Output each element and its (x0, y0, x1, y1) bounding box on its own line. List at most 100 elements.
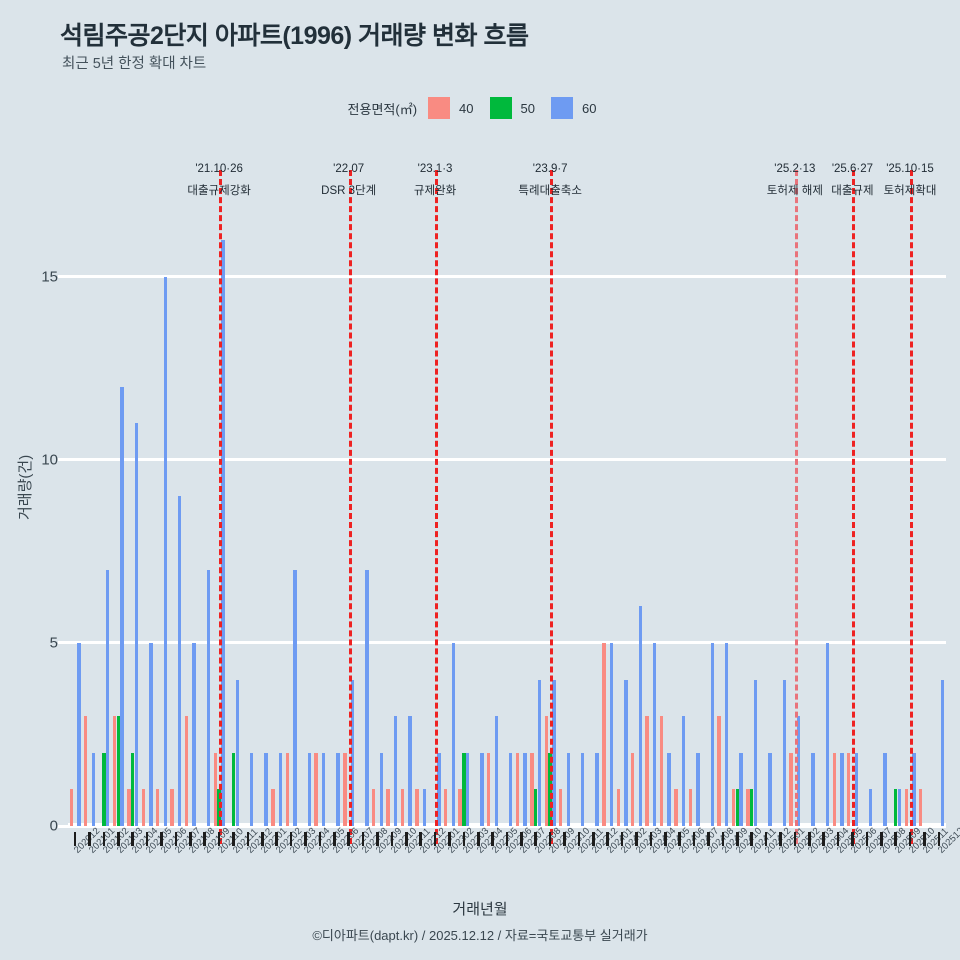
bar[interactable] (120, 386, 124, 826)
bar[interactable] (631, 752, 635, 826)
bar[interactable] (415, 789, 419, 826)
bar[interactable] (437, 752, 441, 826)
bar[interactable] (458, 789, 462, 826)
bar[interactable] (846, 752, 851, 826)
bar[interactable] (768, 752, 772, 826)
bar[interactable] (811, 752, 815, 826)
bar[interactable] (178, 496, 182, 826)
bar[interactable] (940, 679, 945, 826)
bar[interactable] (552, 679, 556, 826)
bar[interactable] (462, 752, 466, 826)
bar[interactable] (314, 752, 318, 826)
bar[interactable] (221, 240, 225, 826)
bar[interactable] (595, 752, 599, 826)
bar[interactable] (217, 789, 221, 826)
bar[interactable] (749, 789, 754, 826)
bar[interactable] (149, 642, 153, 826)
bar[interactable] (681, 716, 686, 826)
bar[interactable] (667, 752, 671, 826)
bar[interactable] (868, 789, 873, 826)
bar[interactable] (653, 642, 657, 826)
bar[interactable] (725, 642, 729, 826)
bar[interactable] (918, 789, 923, 826)
bar[interactable] (307, 752, 311, 826)
bar[interactable] (854, 752, 858, 826)
bar[interactable] (534, 789, 538, 826)
bar[interactable] (832, 752, 836, 826)
bar[interactable] (609, 642, 614, 826)
bar[interactable] (451, 642, 455, 826)
bar[interactable] (231, 752, 236, 826)
bar[interactable] (271, 789, 275, 826)
bar[interactable] (480, 752, 484, 826)
bar[interactable] (840, 752, 844, 826)
bar[interactable] (206, 569, 211, 826)
bar[interactable] (904, 789, 908, 826)
legend-item-50[interactable]: 50 (489, 97, 535, 119)
bar[interactable] (379, 752, 383, 826)
bar[interactable] (465, 752, 470, 826)
bar[interactable] (350, 679, 355, 826)
bar[interactable] (731, 789, 736, 826)
bar[interactable] (250, 752, 254, 826)
bar[interactable] (688, 789, 692, 826)
bar[interactable] (782, 679, 786, 826)
bar[interactable] (544, 716, 549, 826)
legend-item-40[interactable]: 40 (428, 97, 474, 119)
bar[interactable] (386, 789, 390, 826)
bar[interactable] (710, 642, 714, 826)
bar[interactable] (789, 752, 793, 826)
bar[interactable] (537, 679, 542, 826)
bar[interactable] (285, 752, 289, 826)
bar[interactable] (336, 752, 340, 826)
bar[interactable] (696, 752, 700, 826)
bar[interactable] (106, 569, 110, 826)
bar[interactable] (163, 276, 168, 826)
bar[interactable] (548, 752, 552, 826)
bar[interactable] (753, 679, 758, 826)
bar[interactable] (264, 752, 268, 826)
bar[interactable] (134, 423, 139, 826)
bar[interactable] (371, 789, 376, 826)
bar[interactable] (84, 716, 88, 826)
bar[interactable] (91, 752, 96, 826)
bar[interactable] (400, 789, 405, 826)
bar[interactable] (443, 789, 448, 826)
bar[interactable] (674, 789, 678, 826)
bar[interactable] (796, 716, 801, 826)
bar[interactable] (523, 752, 527, 826)
bar[interactable] (746, 789, 750, 826)
bar[interactable] (213, 752, 218, 826)
bar[interactable] (321, 752, 326, 826)
bar[interactable] (170, 789, 174, 826)
bar[interactable] (343, 752, 347, 826)
bar[interactable] (69, 789, 74, 826)
bar[interactable] (581, 752, 585, 826)
bar[interactable] (735, 789, 739, 826)
bar[interactable] (365, 569, 369, 826)
bar[interactable] (77, 642, 81, 826)
bar[interactable] (559, 789, 563, 826)
bar[interactable] (602, 642, 606, 826)
bar[interactable] (883, 752, 887, 826)
bar[interactable] (616, 789, 621, 826)
legend-item-60[interactable]: 60 (550, 97, 596, 119)
bar[interactable] (645, 716, 649, 826)
bar[interactable] (408, 716, 412, 826)
bar[interactable] (102, 752, 106, 826)
bar[interactable] (624, 679, 628, 826)
bar[interactable] (127, 789, 131, 826)
bar[interactable] (141, 789, 146, 826)
bar[interactable] (912, 752, 916, 826)
bar[interactable] (509, 752, 513, 826)
bar[interactable] (112, 716, 117, 826)
bar[interactable] (739, 752, 743, 826)
bar[interactable] (422, 789, 427, 826)
bar[interactable] (116, 716, 121, 826)
bar[interactable] (393, 716, 398, 826)
bar[interactable] (659, 716, 664, 826)
bar[interactable] (893, 789, 898, 826)
bar[interactable] (825, 642, 830, 826)
bar[interactable] (131, 752, 135, 826)
bar[interactable] (515, 752, 520, 826)
